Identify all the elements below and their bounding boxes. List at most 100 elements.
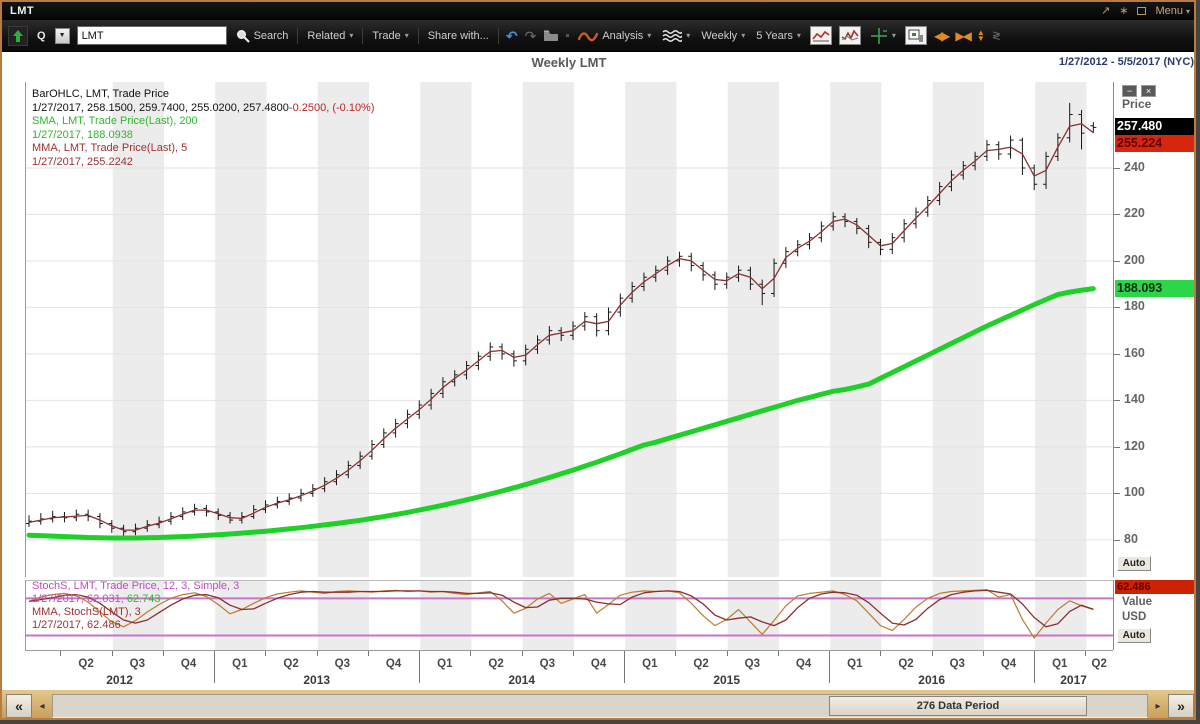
year-separator — [624, 651, 626, 683]
crosshair-icon — [870, 27, 887, 44]
chevron-down-icon: ▾ — [404, 31, 409, 40]
quarter-label: Q1 — [1052, 658, 1068, 670]
price-tick — [1114, 353, 1120, 355]
waves-tool-button[interactable]: ▾ — [660, 27, 692, 45]
scroll-far-left-button[interactable]: « — [6, 694, 32, 718]
price-axis-title: Price — [1122, 97, 1152, 111]
scroll-right-arrow[interactable]: ▸ — [1155, 700, 1161, 712]
zoom-tool[interactable] — [904, 26, 927, 45]
quarter-tick — [1085, 651, 1087, 656]
redo-button[interactable]: ↷ — [524, 27, 537, 44]
value-axis: 62.486 Value USD Auto — [1113, 580, 1194, 650]
related-button[interactable]: Related ▾ — [307, 29, 354, 42]
quarter-label: Q3 — [539, 658, 555, 670]
toolbar: Q ▼ Search Related▾ Trade▾ Share with...… — [2, 20, 1194, 52]
chart-style-button-1[interactable] — [809, 26, 832, 45]
scroll-left-arrow[interactable]: ◂ — [39, 700, 45, 712]
quarter-label: Q1 — [642, 658, 658, 670]
quarter-label: Q1 — [847, 658, 863, 670]
trade-button[interactable]: Trade ▾ — [372, 29, 409, 42]
price-tick-label: 100 — [1124, 485, 1145, 500]
stoch-chart-svg — [26, 581, 1114, 651]
stoch-value-box: 62.486 — [1115, 580, 1194, 594]
price-tick — [1114, 493, 1120, 495]
overflow-icon: ≷ — [991, 29, 1002, 42]
quarter-tick — [931, 651, 933, 656]
quarter-tick — [265, 651, 267, 656]
quarter-label: Q1 — [437, 658, 453, 670]
chevron-down-icon: ▾ — [349, 31, 354, 40]
value-axis-title: Value — [1122, 596, 1153, 608]
price-tick — [1114, 400, 1120, 402]
last-price-box: 257.480 — [1115, 118, 1194, 136]
menu-button[interactable]: Menu ▾ — [1155, 5, 1190, 17]
price-tick-label: 120 — [1124, 438, 1145, 453]
minimize-pane-icon[interactable]: − — [1122, 85, 1137, 97]
stoch-auto-button[interactable]: Auto — [1117, 628, 1151, 643]
toolbar-separator — [497, 27, 499, 44]
year-separator — [1034, 651, 1036, 683]
symbol-input[interactable] — [76, 26, 227, 45]
dot-separator — [566, 34, 570, 37]
expand-vertical-button[interactable]: ▲ ▼ — [976, 28, 985, 43]
scrollbar-track[interactable]: 276 Data Period — [52, 694, 1148, 718]
quarter-label: Q4 — [385, 658, 402, 670]
window-icon[interactable] — [1137, 7, 1147, 15]
frequency-dropdown[interactable]: Weekly ▾ — [701, 29, 746, 42]
quarter-tick — [111, 651, 113, 656]
quarter-label: Q2 — [693, 658, 709, 670]
quarter-tick — [982, 651, 984, 656]
chevron-down-icon: ▾ — [741, 31, 746, 40]
price-tick-label: 200 — [1124, 252, 1145, 267]
price-tick-label: 180 — [1124, 299, 1145, 314]
main-price-plot[interactable] — [25, 82, 1114, 577]
scroll-far-right-button[interactable]: » — [1168, 694, 1194, 718]
quarter-tick — [367, 651, 369, 656]
search-button[interactable]: Search — [234, 27, 291, 45]
symbol-type-dropdown[interactable]: ▼ — [54, 27, 70, 44]
zoom-box-icon — [908, 29, 923, 42]
price-auto-button[interactable]: Auto — [1117, 556, 1151, 571]
quarter-label: Q2 — [488, 658, 504, 670]
stochastic-plot[interactable] — [25, 580, 1114, 651]
chart-pane: Weekly LMT 1/27/2012 - 5/5/2017 (NYC) − … — [2, 52, 1194, 690]
quarter-tick — [726, 651, 728, 656]
nav-up-button[interactable] — [8, 25, 28, 46]
quarter-label: Q2 — [1091, 658, 1107, 670]
price-tick-label: 140 — [1124, 392, 1145, 407]
analysis-squiggle-icon — [578, 31, 599, 41]
expand-horizontal-button[interactable]: ◀▶ — [933, 28, 951, 43]
range-dropdown[interactable]: 5 Years ▾ — [756, 29, 801, 42]
toolbar-separator — [297, 27, 299, 44]
chevron-down-icon: ▾ — [796, 31, 801, 40]
crosshair-tool[interactable]: ▾ — [868, 25, 898, 47]
mma-price-box: 255.224 — [1115, 135, 1194, 153]
price-tick — [1114, 446, 1120, 448]
quarter-label: Q2 — [283, 658, 299, 670]
price-tick — [1114, 260, 1120, 262]
waves-icon — [662, 29, 683, 42]
search-label: Search — [253, 29, 289, 42]
share-with-button[interactable]: Share with... — [427, 29, 489, 42]
data-period-button[interactable]: 276 Data Period — [829, 696, 1087, 716]
chevron-down-icon: ▾ — [891, 31, 896, 40]
down-triangle-icon: ▼ — [976, 33, 985, 43]
popout-icon[interactable]: ↗ — [1101, 5, 1111, 17]
chevron-down-icon: ▾ — [647, 31, 652, 40]
chart-style-button-2[interactable] — [838, 26, 861, 45]
compress-horizontal-button[interactable]: ▶◀ — [955, 28, 972, 43]
price-tick — [1114, 539, 1120, 541]
close-pane-icon[interactable]: × — [1141, 85, 1156, 97]
price-tick-label: 240 — [1124, 159, 1145, 174]
analysis-button[interactable]: Analysis ▾ — [576, 28, 653, 44]
pin-icon[interactable]: ∗ — [1119, 5, 1129, 17]
main-chart-svg — [26, 82, 1114, 577]
horizontal-scrollbar: « ◂ 276 Data Period ▸ » — [2, 690, 1194, 718]
folder-button[interactable] — [543, 29, 559, 42]
price-axis: Price 240 220 200 180 160 140 120 100 80 257.480 25… — [1113, 82, 1194, 577]
quarter-label: Q4 — [1000, 658, 1017, 670]
quarter-label: Q2 — [898, 658, 914, 670]
quarter-label: Q1 — [232, 658, 248, 670]
year-label: 2015 — [713, 673, 741, 687]
undo-button[interactable]: ↶ — [505, 27, 518, 44]
